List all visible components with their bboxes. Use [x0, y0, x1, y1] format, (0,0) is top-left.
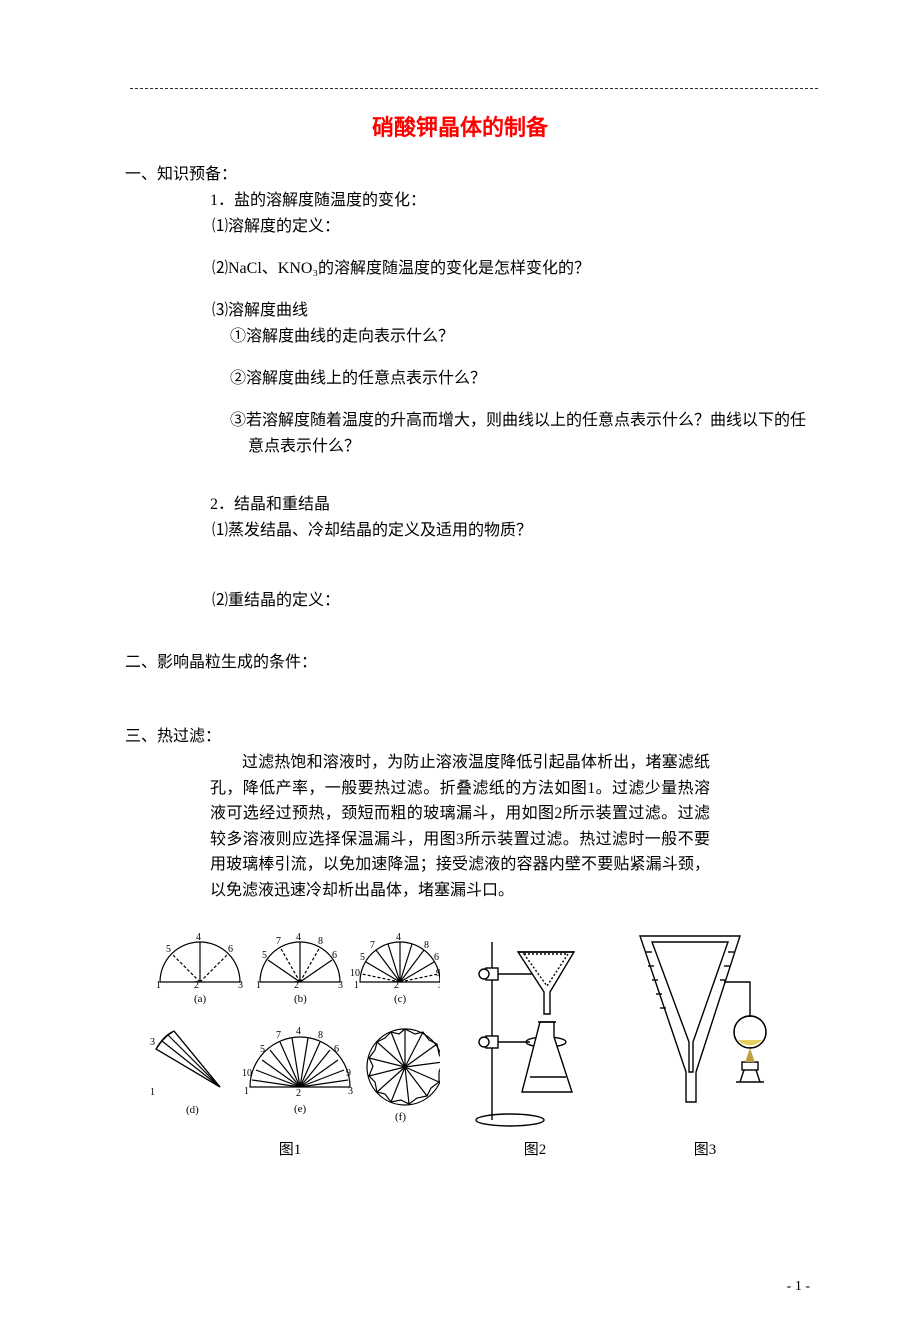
svg-text:1: 1	[256, 980, 261, 991]
svg-text:4: 4	[396, 932, 401, 943]
svg-text:4: 4	[296, 1026, 301, 1037]
svg-text:3: 3	[150, 1037, 155, 1048]
item-1c: ⑶溶解度曲线	[212, 296, 820, 320]
spacer	[100, 458, 820, 488]
header-rule	[130, 88, 818, 89]
svg-text:6: 6	[228, 944, 233, 955]
svg-text:5: 5	[360, 952, 365, 963]
svg-text:1: 1	[156, 980, 161, 991]
svg-text:6: 6	[434, 952, 439, 963]
svg-text:6: 6	[332, 950, 337, 961]
item-1c1: ①溶解度曲线的走向表示什么？	[230, 322, 820, 346]
svg-text:1: 1	[244, 1086, 249, 1097]
spacer	[100, 674, 820, 716]
filter-fold-diagram: 1 2 3 4 5 6 (a)	[140, 922, 440, 1132]
svg-text:2: 2	[394, 980, 399, 991]
svg-text:3: 3	[238, 980, 243, 991]
figure-2-caption: 图2	[524, 1138, 547, 1159]
svg-text:5: 5	[166, 944, 171, 955]
svg-text:(a): (a)	[194, 993, 207, 1005]
section-2-heading: 二、影响晶粒生成的条件：	[125, 648, 820, 672]
figure-1-caption: 图1	[279, 1138, 302, 1159]
svg-text:3: 3	[338, 980, 343, 991]
svg-text:(c): (c)	[394, 993, 407, 1005]
item-2a: ⑴蒸发结晶、冷却结晶的定义及适用的物质？	[212, 516, 820, 540]
item-1c2: ②溶解度曲线上的任意点表示什么？	[230, 364, 820, 388]
svg-text:10: 10	[350, 968, 360, 979]
svg-text:5: 5	[262, 950, 267, 961]
section-3-paragraph: 过滤热饱和溶液时，为防止溶液温度降低引起晶体析出，堵塞滤纸孔，降低产率，一般要热…	[210, 750, 710, 904]
svg-text:7: 7	[276, 936, 281, 947]
jacketed-funnel-apparatus	[630, 922, 780, 1132]
hot-filtration-apparatus	[470, 922, 600, 1132]
svg-text:1: 1	[354, 980, 359, 991]
spacer	[100, 612, 820, 642]
item-2b: ⑵重结晶的定义：	[212, 586, 820, 610]
item-1c3: ③若溶解度随着温度的升高而增大，则曲线以上的任意点表示什么？曲线以下的任	[230, 406, 820, 430]
figure-3: 图3	[630, 922, 780, 1159]
figure-3-caption: 图3	[694, 1138, 717, 1159]
spacer	[100, 348, 820, 362]
svg-text:3: 3	[438, 980, 440, 991]
item-2: 2．结晶和重结晶	[210, 490, 820, 514]
svg-text:4: 4	[296, 932, 301, 943]
svg-text:6: 6	[334, 1044, 339, 1055]
figure-1: 1 2 3 4 5 6 (a)	[140, 922, 440, 1159]
svg-text:8: 8	[318, 936, 323, 947]
svg-text:5: 5	[260, 1044, 265, 1055]
svg-text:(d): (d)	[186, 1104, 199, 1116]
svg-text:9: 9	[346, 1068, 351, 1079]
svg-text:(b): (b)	[294, 993, 307, 1005]
svg-text:8: 8	[318, 1030, 323, 1041]
spacer	[100, 390, 820, 404]
svg-text:3: 3	[348, 1086, 353, 1097]
document-page: 硝酸钾晶体的制备 一、知识预备： 1．盐的溶解度随温度的变化： ⑴溶解度的定义：…	[0, 0, 920, 1335]
svg-text:(f): (f)	[395, 1111, 406, 1123]
section-3-heading: 三、热过滤：	[125, 722, 820, 746]
figures-row: 1 2 3 4 5 6 (a)	[100, 922, 820, 1159]
spacer	[100, 280, 820, 294]
item-1b: ⑵NaCl、KNO₃的溶解度随温度的变化是怎样变化的？	[212, 254, 820, 278]
document-title: 硝酸钾晶体的制备	[100, 110, 820, 142]
svg-text:7: 7	[370, 940, 375, 951]
item-1a: ⑴溶解度的定义：	[212, 212, 820, 236]
svg-text:(e): (e)	[294, 1103, 307, 1115]
svg-text:2: 2	[296, 1088, 301, 1099]
figure-2: 图2	[470, 922, 600, 1159]
svg-text:4: 4	[196, 932, 201, 943]
svg-text:1: 1	[150, 1087, 155, 1098]
spacer	[100, 238, 820, 252]
svg-text:10: 10	[242, 1068, 252, 1079]
svg-text:2: 2	[294, 980, 299, 991]
section-1-heading: 一、知识预备：	[125, 160, 820, 184]
item-1: 1．盐的溶解度随温度的变化：	[210, 186, 820, 210]
spacer	[100, 542, 820, 584]
svg-text:8: 8	[424, 940, 429, 951]
svg-text:9: 9	[436, 968, 440, 979]
svg-text:2: 2	[194, 980, 199, 991]
item-1c3b: 意点表示什么？	[248, 432, 820, 456]
page-number: - 1 -	[100, 1279, 820, 1295]
svg-text:7: 7	[276, 1030, 281, 1041]
